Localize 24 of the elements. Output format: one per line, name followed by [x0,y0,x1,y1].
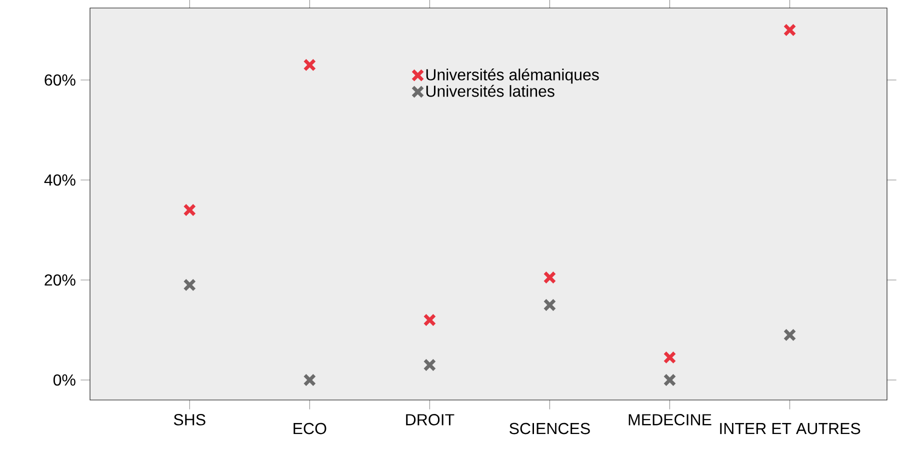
y-tick-label: 60% [44,74,76,86]
x-tick-label: ECO [294,422,326,434]
point [543,298,556,312]
point [303,58,316,72]
point [663,351,676,364]
x-tick-label: DROIT [406,414,454,426]
point [783,24,796,36]
point [183,204,196,216]
legend-label: Universités latines [426,84,554,97]
y-tick-label: 0% [53,374,76,386]
point [783,328,796,342]
x-tick-label: SCIENCES [510,422,590,434]
y-tick-label: 20% [44,274,76,286]
point [663,374,676,386]
x-tick-label: MEDECINE [628,414,712,426]
y-tick-label: 40% [44,174,76,186]
point [423,358,436,372]
point [543,271,556,284]
legend-label: Universités alémaniques [426,68,599,84]
point [423,314,436,326]
x-tick-label: INTER ET AUTRES [720,422,860,434]
x-tick-label: SHS [174,414,206,426]
point [303,374,316,386]
point [183,278,196,292]
